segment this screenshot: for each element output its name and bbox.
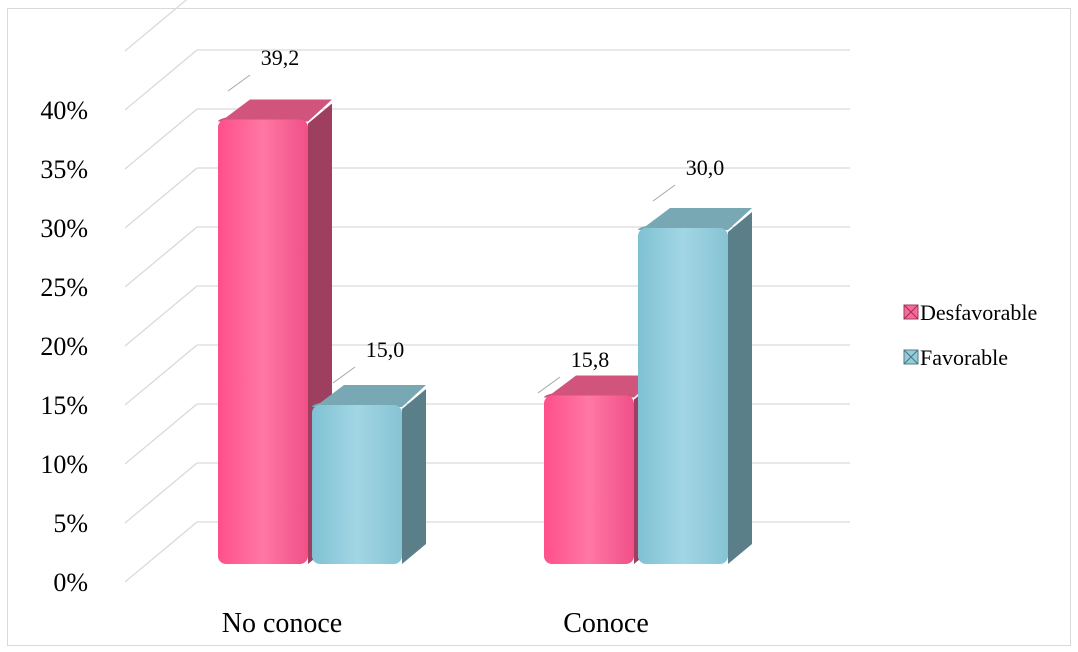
legend-item: Desfavorable [903,300,1037,325]
bar-top [638,208,752,230]
gridline-side [124,0,188,52]
y-axis: 0% 5% 10% 15% 20% 25% 30% 35% 40% [40,96,88,597]
bar-front [544,395,634,564]
gridline-side [124,344,198,406]
bar-front [218,119,308,564]
bar-side [728,212,752,564]
bar-top [218,99,332,122]
bar-side [402,389,426,564]
gridline-side [124,285,198,347]
chart-frame [7,8,1071,646]
y-tick-label: 20% [40,332,88,361]
gridline-side [124,49,198,111]
gridline-side [124,167,198,229]
leader-line [537,376,561,394]
legend-item: Favorable [903,345,1008,370]
bar-front [312,405,402,564]
x-tick-label: No conoce [222,608,343,639]
leader-line [227,74,251,92]
leader-line [332,366,356,384]
data-label: 15,8 [571,347,610,372]
bar-0-1 [312,385,426,564]
legend-swatch-mark [903,349,919,365]
x-tick-label: Conoce [563,608,649,639]
legend: Desfavorable Favorable [903,300,1037,370]
y-tick-label: 10% [40,450,88,479]
bar-front [638,228,728,564]
data-labels: 39,2 15,0 15,8 30,0 [227,45,725,394]
x-axis: No conoce Conoce [222,608,649,639]
leader-line [652,184,676,202]
y-tick-label: 35% [40,155,88,184]
legend-label: Favorable [920,345,1008,370]
bar-top [312,385,426,407]
y-tick-label: 40% [40,96,88,125]
legend-label: Desfavorable [920,300,1037,325]
gridline-side [124,403,198,465]
gridline-side [124,462,198,524]
y-tick-label: 0% [53,568,88,597]
y-tick-label: 15% [40,391,88,420]
gridline-side [124,226,198,288]
bar-top [544,375,658,398]
data-label: 30,0 [686,155,725,180]
bars [218,99,752,564]
bar-1-1 [638,208,752,564]
gridline-side [124,521,198,583]
y-tick-label: 5% [53,509,88,538]
data-label: 39,2 [261,45,300,70]
y-tick-label: 30% [40,214,88,243]
legend-swatch-mark [903,304,919,320]
data-label: 15,0 [366,337,405,362]
gridline-side [124,108,198,170]
y-tick-label: 25% [40,273,88,302]
